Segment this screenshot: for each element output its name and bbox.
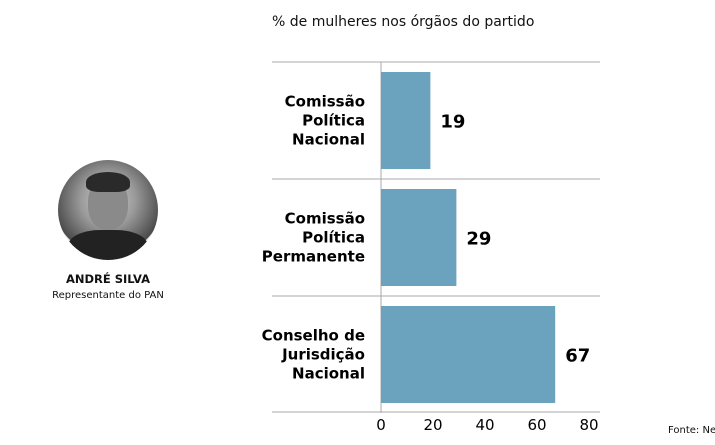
bar xyxy=(381,306,556,403)
data-label: 29 xyxy=(466,229,491,250)
chart-title: % de mulheres nos órgãos do partido xyxy=(272,14,535,30)
category-label: Conselho de xyxy=(262,327,365,345)
category-label: Jurisdição xyxy=(281,346,365,364)
category-label: Permanente xyxy=(262,248,365,266)
x-tick-label: 80 xyxy=(579,416,598,434)
category-label: Nacional xyxy=(292,365,365,383)
x-tick-label: 20 xyxy=(423,416,442,434)
x-tick-label: 40 xyxy=(475,416,494,434)
category-label: Comissão xyxy=(285,93,365,111)
category-label: Política xyxy=(302,112,365,130)
person-role: Representante do PAN xyxy=(52,290,164,301)
bar xyxy=(381,189,457,286)
person-name: ANDRÉ SILVA xyxy=(65,272,151,286)
x-tick-label: 60 xyxy=(527,416,546,434)
data-label: 67 xyxy=(565,346,590,367)
source-note: Fonte: Neg xyxy=(668,425,715,436)
category-label: Nacional xyxy=(292,131,365,149)
bar xyxy=(381,72,431,169)
avatar xyxy=(58,160,158,260)
x-tick-label: 0 xyxy=(376,416,386,434)
data-label: 19 xyxy=(440,112,465,133)
category-label: Comissão xyxy=(285,210,365,228)
category-label: Política xyxy=(302,229,365,247)
